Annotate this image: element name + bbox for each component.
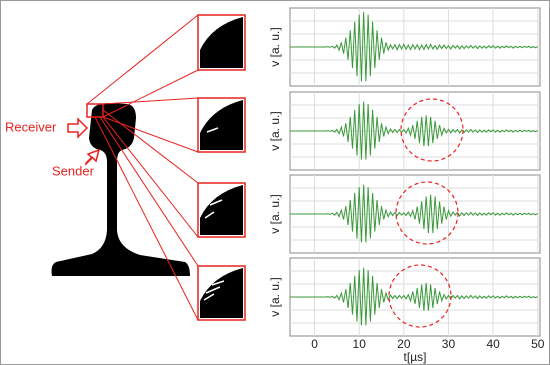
x-tick-label: 30 [442,337,456,351]
inset [197,182,246,238]
signal-line [290,184,539,243]
signal-line [290,11,539,82]
y-axis-label: v [a. u.] [268,111,282,150]
y-axis-label: v [a. u.] [268,277,282,316]
signal-line [290,267,539,326]
x-tick-label: 20 [397,337,411,351]
inset [197,14,246,71]
y-axis-label: v [a. u.] [268,27,282,66]
signal-line [290,101,539,160]
rail-drawing: Receiver Sender [5,14,246,321]
highlight-circle [395,181,459,245]
zoom-lines [86,14,199,321]
plots: v [a. u.] v [a. u.] v [a. u.] v [a. u.] 0 10 2… [268,7,545,364]
inset [197,265,246,321]
rail-profile [51,103,190,276]
x-tick-label: 40 [486,337,500,351]
highlight-circle [400,98,464,162]
x-tick-label: 50 [531,337,545,351]
x-tick-label: 10 [353,337,367,351]
y-axis-label: v [a. u.] [268,194,282,233]
insets [197,14,246,321]
inset [197,97,246,153]
sender-arrow [85,148,101,166]
sender-label: Sender [52,163,95,178]
x-axis-label: t[µs] [404,350,427,364]
highlight-circles [388,98,464,328]
receiver-arrow [67,117,89,139]
receiver-label: Receiver [5,119,57,134]
x-tick-label: 0 [311,337,318,351]
highlight-circle [388,264,452,328]
